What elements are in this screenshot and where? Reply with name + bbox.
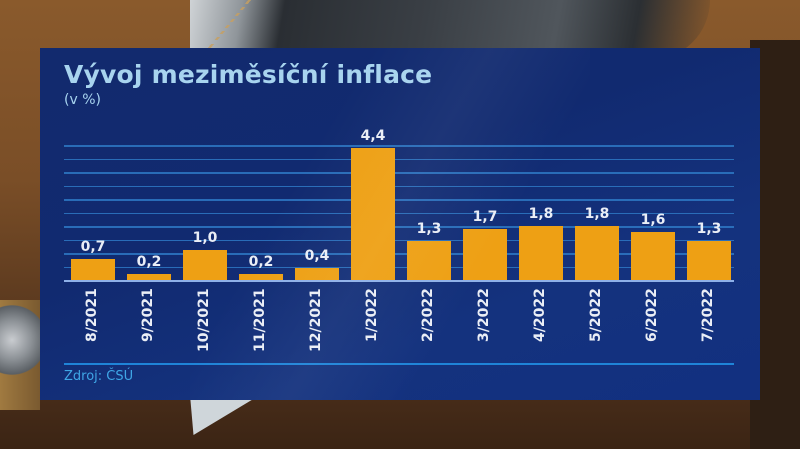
bar-2-2022 <box>407 241 451 280</box>
value-label: 1,3 <box>416 221 442 237</box>
value-label: 0,4 <box>304 248 330 264</box>
bar-10-2021 <box>183 250 227 280</box>
gridline <box>64 172 734 174</box>
x-tick-label: 1/2022 <box>364 288 380 342</box>
value-label: 4,4 <box>360 128 386 144</box>
x-tick-label: 9/2021 <box>140 288 156 342</box>
value-label: 0,2 <box>136 254 162 270</box>
x-tick-label: 6/2022 <box>644 288 660 342</box>
background-paper <box>190 395 260 435</box>
value-label: 1,0 <box>192 230 218 246</box>
value-label: 1,6 <box>640 212 666 228</box>
gridline <box>64 199 734 201</box>
chart-panel: Vývoj meziměsíční inflace (v %) 0,7 8/202… <box>40 48 760 400</box>
bar-6-2022 <box>631 232 675 280</box>
bar-8-2021 <box>71 259 115 280</box>
source-label: Zdroj: ČSÚ <box>64 369 134 384</box>
bar-3-2022 <box>463 229 507 280</box>
value-label: 0,7 <box>80 239 106 255</box>
bar-11-2021 <box>239 274 283 280</box>
value-label: 1,7 <box>472 209 498 225</box>
x-tick-label: 5/2022 <box>588 288 604 342</box>
x-tick-label: 12/2021 <box>308 288 324 352</box>
x-tick-label: 3/2022 <box>476 288 492 342</box>
value-label: 1,8 <box>584 206 610 222</box>
bar-1-2022 <box>351 148 395 280</box>
bar-5-2022 <box>575 226 619 280</box>
bar-9-2021 <box>127 274 171 280</box>
footer-divider <box>64 363 734 365</box>
gridline <box>64 145 734 147</box>
bar-4-2022 <box>519 226 563 280</box>
x-tick-label: 8/2021 <box>84 288 100 342</box>
bar-12-2021 <box>295 268 339 280</box>
value-label: 1,3 <box>696 221 722 237</box>
chart-title: Vývoj meziměsíční inflace <box>64 60 433 89</box>
background-coin <box>0 300 40 380</box>
gridline <box>64 158 734 160</box>
x-tick-label: 10/2021 <box>196 288 212 352</box>
bar-7-2022 <box>687 241 731 280</box>
x-tick-label: 2/2022 <box>420 288 436 342</box>
value-label: 1,8 <box>528 206 554 222</box>
x-axis-baseline <box>64 280 734 282</box>
x-tick-label: 4/2022 <box>532 288 548 342</box>
x-tick-label: 11/2021 <box>252 288 268 352</box>
chart-subtitle: (v %) <box>64 92 101 108</box>
gridline <box>64 185 734 187</box>
x-tick-label: 7/2022 <box>700 288 716 342</box>
value-label: 0,2 <box>248 254 274 270</box>
